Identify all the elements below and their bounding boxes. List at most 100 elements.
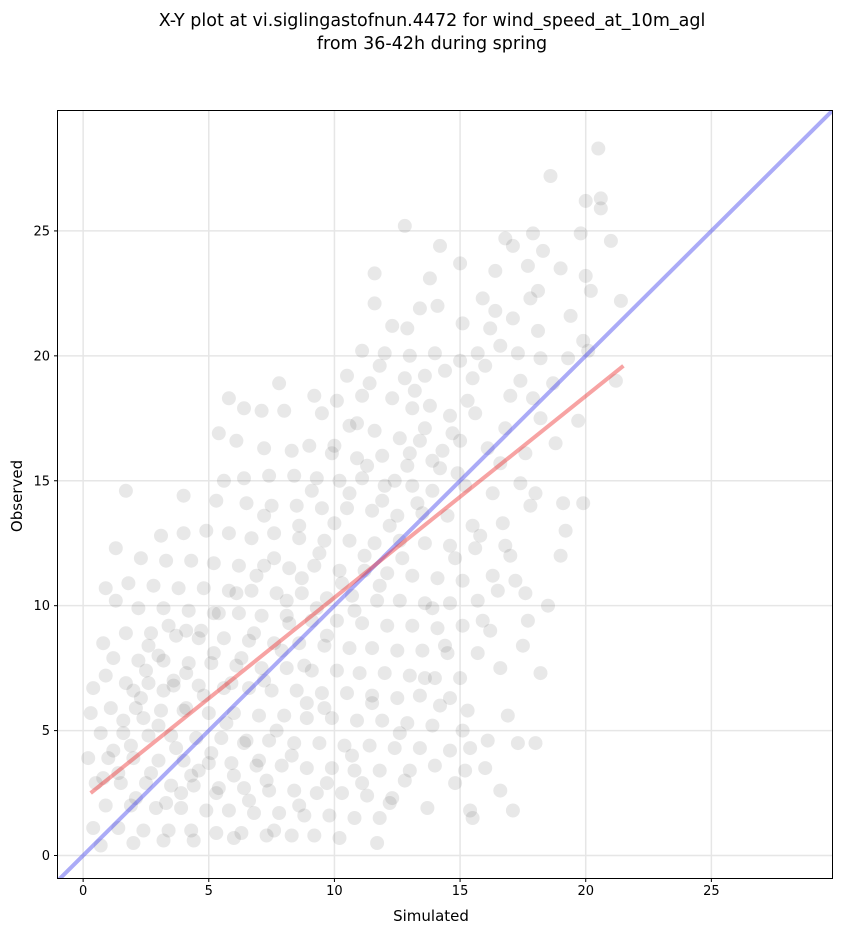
data-point — [375, 448, 390, 463]
data-point — [453, 353, 468, 368]
data-point — [370, 593, 385, 608]
data-point — [342, 486, 357, 501]
data-point — [327, 438, 342, 453]
data-point — [546, 376, 561, 391]
data-point — [463, 803, 478, 818]
data-point — [443, 538, 457, 553]
data-point — [533, 351, 548, 366]
data-point — [360, 458, 375, 473]
data-point — [272, 806, 287, 820]
data-point — [249, 758, 264, 773]
data-point — [242, 681, 256, 696]
data-point — [372, 358, 387, 373]
data-point — [518, 446, 533, 461]
chart-title-line-2: from 36-42h during spring — [317, 34, 547, 54]
data-point — [337, 738, 352, 753]
data-point — [136, 823, 151, 838]
data-point — [191, 631, 206, 646]
data-point — [468, 541, 483, 556]
data-point — [317, 638, 332, 653]
data-point — [244, 583, 259, 598]
data-point — [156, 653, 171, 668]
data-point — [221, 583, 236, 598]
data-point — [505, 803, 520, 818]
data-point — [380, 566, 395, 581]
data-point — [533, 411, 548, 426]
data-point — [98, 798, 113, 813]
data-point — [302, 438, 317, 453]
data-point — [412, 433, 427, 448]
data-point — [231, 606, 246, 621]
data-point — [267, 823, 282, 838]
data-point — [490, 583, 505, 598]
data-point — [470, 346, 485, 361]
data-point — [485, 486, 500, 501]
data-point — [415, 643, 430, 658]
data-point — [216, 473, 231, 488]
data-point — [367, 266, 382, 281]
data-point — [360, 788, 375, 803]
data-point — [226, 768, 241, 783]
data-point — [392, 431, 407, 446]
data-point — [93, 838, 108, 853]
data-point — [289, 498, 304, 513]
data-point — [573, 226, 588, 241]
data-point — [613, 293, 628, 308]
data-point — [139, 663, 153, 678]
data-point — [307, 828, 322, 843]
data-point — [402, 668, 417, 683]
data-point — [453, 433, 468, 448]
data-point — [262, 733, 277, 748]
data-point — [407, 383, 422, 398]
data-point — [345, 748, 359, 763]
data-point — [184, 553, 199, 568]
data-point — [528, 486, 543, 501]
data-point — [340, 686, 354, 701]
data-point — [478, 358, 493, 373]
data-point — [453, 671, 468, 686]
data-point — [350, 451, 364, 466]
data-point — [375, 713, 390, 728]
data-point — [465, 811, 480, 825]
data-point — [226, 831, 241, 845]
data-point — [161, 823, 176, 838]
data-point — [495, 516, 510, 531]
data-point — [106, 651, 121, 666]
data-point — [523, 291, 538, 306]
data-point — [242, 633, 256, 648]
data-point — [113, 776, 128, 791]
data-point — [108, 593, 123, 608]
data-point — [319, 628, 334, 643]
data-point — [282, 561, 297, 576]
data-point — [164, 778, 179, 793]
data-point — [131, 601, 146, 616]
data-point — [397, 218, 412, 233]
data-point — [292, 518, 307, 533]
grid — [58, 111, 832, 878]
data-point — [297, 658, 312, 673]
data-point — [347, 603, 362, 618]
data-point — [385, 318, 400, 333]
data-point — [335, 786, 349, 801]
data-point — [307, 388, 322, 403]
data-point — [324, 711, 339, 726]
data-point — [370, 836, 385, 850]
data-point — [402, 348, 417, 363]
data-point — [284, 748, 299, 763]
data-point — [422, 271, 437, 286]
data-point — [387, 741, 402, 756]
data-point — [146, 578, 161, 593]
data-point — [214, 731, 229, 746]
data-point — [473, 528, 488, 543]
data-point — [209, 786, 224, 801]
data-point — [387, 473, 402, 488]
data-point — [257, 508, 272, 523]
data-point — [377, 478, 392, 493]
x-axis-label: Simulated — [393, 907, 469, 925]
data-point — [169, 741, 184, 756]
data-point — [287, 783, 302, 798]
data-point — [259, 828, 274, 843]
data-point — [410, 496, 425, 511]
data-point — [133, 691, 148, 706]
data-point — [159, 553, 174, 568]
